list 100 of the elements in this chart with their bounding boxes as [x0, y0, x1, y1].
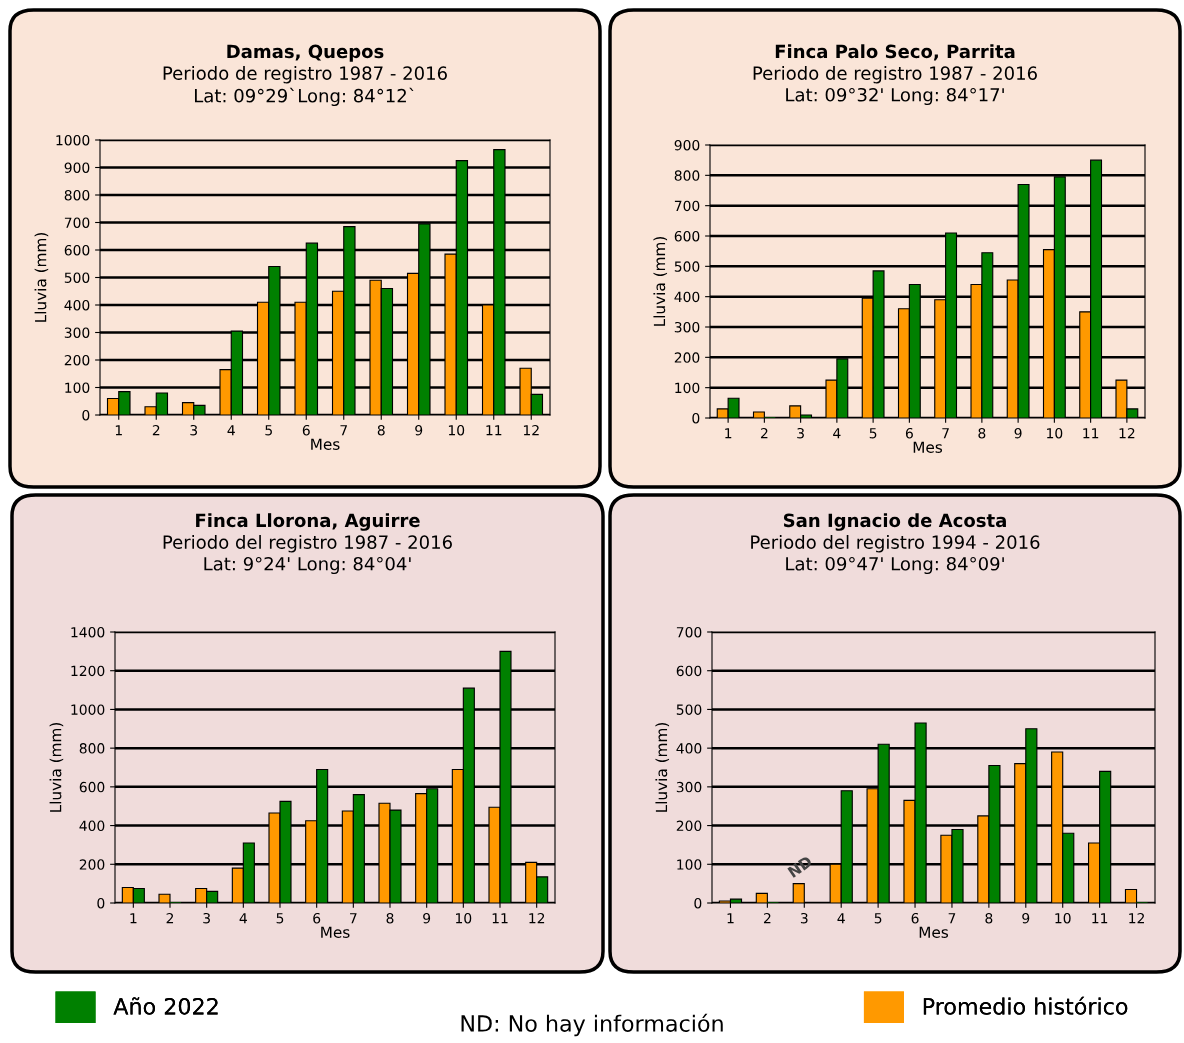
x-tick-label: 9	[415, 424, 423, 436]
y-tick-label: 700	[676, 626, 702, 638]
y-tick-label: 100	[677, 859, 702, 870]
x-tick-label: 10	[456, 912, 472, 924]
y-tick-label: 200	[674, 352, 700, 363]
x-tick-label: 8	[377, 424, 385, 436]
y-tick-label: 1400	[71, 626, 105, 638]
y-tick-label: 400	[64, 299, 90, 311]
x-tick-label: 12	[529, 912, 545, 924]
x-tick-label: 11	[1083, 428, 1099, 439]
x-tick-label: 6	[905, 427, 913, 439]
x-tick-label: 1	[727, 913, 734, 924]
x-tick-label: 10	[1055, 912, 1071, 924]
y-tick-label: 800	[79, 743, 105, 754]
y-tick-label: 300	[674, 321, 700, 333]
x-tick-label: 7	[942, 428, 949, 439]
chart-subtitle: Periodo de registro 1987 - 2016 Lat: 09°32' Long: 84°17'	[753, 66, 1037, 106]
x-tick-label: 7	[948, 913, 956, 924]
y-tick-label: 400	[79, 820, 105, 832]
chart-subtitle: Periodo de registro 1987 - 2016 Lat: 09°29`Long: 84°12`	[163, 66, 447, 106]
x-tick-label: 3	[797, 427, 804, 439]
x-tick-label: 9	[1014, 427, 1022, 439]
y-tick-label: 900	[674, 139, 700, 151]
y-tick-label: 200	[79, 859, 105, 870]
y-tick-label: 0	[694, 897, 702, 909]
x-tick-label: 5	[869, 428, 877, 439]
y-tick-label: 200	[676, 820, 702, 832]
x-tick-label: 7	[340, 425, 347, 436]
x-tick-label: 2	[166, 912, 174, 924]
y-tick-label: 0	[97, 897, 105, 909]
x-tick-label: 12	[1119, 427, 1135, 439]
x-tick-label: 2	[763, 912, 771, 924]
x-tick-label: 3	[800, 912, 808, 924]
y-tick-label: 1000	[56, 134, 90, 146]
y-tick-label: 1200	[71, 665, 105, 677]
y-tick-label: 700	[674, 200, 700, 212]
y-tick-label: 1000	[71, 704, 105, 715]
y-tick-label: 400	[674, 291, 700, 303]
x-tick-label: 11	[486, 425, 502, 436]
y-tick-label: 700	[64, 217, 90, 228]
x-tick-label: 5	[276, 913, 284, 924]
x-axis-title: Mes	[321, 926, 350, 938]
x-tick-label: 4	[239, 913, 247, 924]
x-tick-label: 2	[760, 427, 768, 439]
chart-subtitle: Periodo del registro 1987 - 2016 Lat: 9°24' Long: 84°04'	[163, 535, 452, 575]
y-tick-label: 900	[64, 162, 90, 173]
y-tick-label: 500	[674, 261, 700, 272]
chart-title: San Ignacio de Acosta	[783, 513, 1006, 531]
y-tick-label: 200	[64, 354, 90, 366]
x-axis-title: Mes	[919, 926, 949, 938]
x-tick-label: 2	[152, 424, 160, 436]
x-tick-label: 10	[448, 424, 465, 436]
x-tick-label: 10	[1047, 427, 1063, 439]
y-tick-label: 0	[692, 412, 700, 424]
x-tick-label: 7	[350, 913, 357, 924]
y-axis-title: Lluvia (mm)	[49, 723, 64, 812]
y-tick-label: 400	[676, 743, 702, 754]
y-tick-label: 100	[65, 382, 90, 393]
y-tick-label: 300	[64, 327, 90, 338]
x-tick-label: 4	[833, 428, 841, 439]
x-tick-label: 12	[1129, 912, 1144, 924]
x-tick-label: 5	[265, 425, 272, 436]
y-tick-label: 600	[676, 665, 702, 677]
x-tick-label: 8	[978, 427, 986, 439]
x-tick-label: 4	[837, 913, 845, 924]
x-tick-label: 11	[492, 913, 508, 924]
x-tick-label: 1	[725, 428, 732, 439]
x-tick-label: 5	[874, 913, 882, 924]
chart-subtitle: Periodo del registro 1994 - 2016 Lat: 09°47' Long: 84°09'	[751, 535, 1040, 575]
x-axis-title: Mes	[311, 438, 340, 450]
x-tick-label: 6	[302, 424, 310, 436]
x-tick-label: 6	[313, 912, 321, 924]
x-tick-label: 9	[1022, 912, 1030, 924]
y-tick-label: 600	[79, 781, 105, 793]
y-tick-label: 800	[64, 189, 90, 201]
y-tick-label: 500	[64, 272, 90, 283]
chart-title: Finca Llorona, Aguirre	[196, 513, 420, 531]
y-axis-title: Lluvia (mm)	[653, 237, 668, 326]
text: ND: No hay información	[461, 1013, 723, 1037]
legend-label: Año 2022	[113, 997, 218, 1015]
y-tick-label: 600	[64, 244, 90, 256]
y-tick-label: 500	[676, 704, 702, 715]
chart-title: Damas, Quepos	[227, 44, 384, 62]
y-tick-label: 600	[674, 230, 700, 242]
chart-title: Finca Palo Seco, Parrita	[775, 44, 1015, 61]
x-axis-title: Mes	[913, 441, 943, 453]
x-tick-label: 8	[985, 912, 993, 924]
x-tick-label: 3	[203, 912, 210, 924]
x-tick-label: 4	[227, 425, 235, 436]
x-tick-label: 8	[386, 912, 394, 924]
y-tick-label: 800	[674, 170, 700, 181]
y-axis-title: Lluvia (mm)	[34, 233, 49, 322]
legend-label: Promedio histórico	[923, 996, 1128, 1015]
y-tick-label: 300	[676, 781, 702, 793]
x-tick-label: 1	[115, 425, 122, 436]
x-tick-label: 1	[130, 913, 137, 924]
x-tick-label: 12	[523, 424, 539, 436]
x-tick-label: 6	[911, 912, 919, 924]
y-tick-label: 0	[82, 409, 90, 421]
x-tick-label: 11	[1092, 913, 1108, 924]
